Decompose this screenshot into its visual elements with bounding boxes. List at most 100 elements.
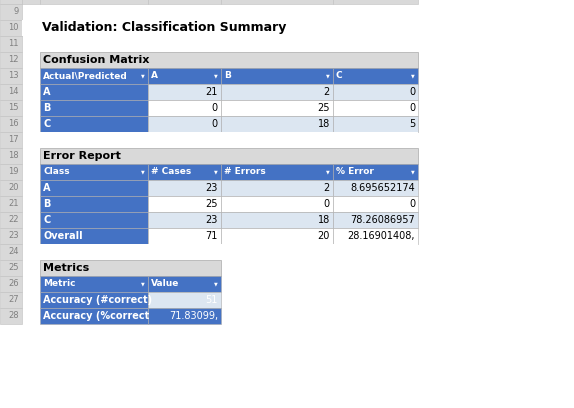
Bar xyxy=(148,228,221,244)
Text: 18: 18 xyxy=(318,119,330,129)
Text: 16: 16 xyxy=(9,120,19,129)
Text: 27: 27 xyxy=(9,295,19,304)
Bar xyxy=(0,164,22,180)
Bar xyxy=(221,164,333,180)
Bar xyxy=(148,68,221,84)
Text: Accuracy (#correct): Accuracy (#correct) xyxy=(43,295,152,305)
Bar xyxy=(22,0,40,4)
Bar xyxy=(221,100,333,116)
Bar xyxy=(40,68,148,84)
Bar xyxy=(0,84,22,100)
Text: ▼: ▼ xyxy=(214,73,218,78)
Text: 18: 18 xyxy=(9,151,19,160)
Text: % Error: % Error xyxy=(336,168,374,177)
Bar xyxy=(0,196,22,212)
Text: 17: 17 xyxy=(9,135,19,144)
Text: 11: 11 xyxy=(9,40,19,49)
Text: 0: 0 xyxy=(212,119,218,129)
Text: 14: 14 xyxy=(9,87,19,97)
Bar xyxy=(148,180,221,196)
Bar xyxy=(221,180,333,196)
Bar xyxy=(40,132,418,148)
Text: 23: 23 xyxy=(205,183,218,193)
Bar xyxy=(40,212,148,228)
Bar xyxy=(148,212,221,228)
Text: C: C xyxy=(336,71,343,80)
Text: E: E xyxy=(274,0,280,1)
Bar xyxy=(333,212,418,228)
Text: # Errors: # Errors xyxy=(224,168,266,177)
Text: 28.16901408,: 28.16901408, xyxy=(347,231,415,241)
Text: 51: 51 xyxy=(205,295,218,305)
Bar xyxy=(40,116,148,132)
Text: 15: 15 xyxy=(9,104,19,113)
Text: 23: 23 xyxy=(9,231,19,240)
Text: ▼: ▼ xyxy=(411,169,415,175)
Bar xyxy=(40,244,418,260)
Text: Overall: Overall xyxy=(43,231,83,241)
Text: C: C xyxy=(91,0,98,1)
Bar xyxy=(0,4,22,20)
Bar xyxy=(40,228,148,244)
Bar xyxy=(333,164,418,180)
Bar xyxy=(333,116,418,132)
Bar xyxy=(40,164,148,180)
Bar xyxy=(40,100,148,116)
Bar xyxy=(148,196,221,212)
Bar xyxy=(40,52,418,68)
Text: Value: Value xyxy=(151,279,179,288)
Bar xyxy=(40,308,148,324)
Text: ▼: ▼ xyxy=(141,282,145,286)
Text: 25: 25 xyxy=(9,264,19,273)
Bar xyxy=(0,292,22,308)
Text: 0: 0 xyxy=(409,103,415,113)
Bar xyxy=(40,84,148,100)
Bar xyxy=(148,164,221,180)
Bar xyxy=(0,132,22,148)
Bar xyxy=(221,84,333,100)
Text: 21: 21 xyxy=(9,200,19,208)
Text: A: A xyxy=(43,87,51,97)
Text: 19: 19 xyxy=(9,168,19,177)
Text: C: C xyxy=(43,119,51,129)
Text: 0: 0 xyxy=(409,199,415,209)
Text: 5: 5 xyxy=(409,119,415,129)
Bar xyxy=(0,180,22,196)
Text: A: A xyxy=(43,183,51,193)
Text: 2: 2 xyxy=(324,183,330,193)
Bar xyxy=(148,308,221,324)
Bar xyxy=(333,100,418,116)
Text: 2: 2 xyxy=(324,87,330,97)
Text: A: A xyxy=(151,71,158,80)
Text: 21: 21 xyxy=(205,87,218,97)
Bar xyxy=(0,36,22,52)
Text: Metric: Metric xyxy=(43,279,76,288)
Text: Class: Class xyxy=(43,168,69,177)
Bar xyxy=(40,276,148,292)
Bar xyxy=(0,68,22,84)
Text: B: B xyxy=(43,199,51,209)
Text: 71: 71 xyxy=(205,231,218,241)
Bar xyxy=(333,180,418,196)
Bar xyxy=(0,308,22,324)
Bar xyxy=(148,0,221,4)
Text: Confusion Matrix: Confusion Matrix xyxy=(43,55,149,65)
Text: B: B xyxy=(28,0,34,1)
Text: 24: 24 xyxy=(9,248,19,257)
Text: 71.83099,: 71.83099, xyxy=(169,311,218,321)
Text: D: D xyxy=(181,0,188,1)
Text: ▼: ▼ xyxy=(411,73,415,78)
Text: ▼: ▼ xyxy=(214,169,218,175)
Bar xyxy=(148,84,221,100)
Bar xyxy=(0,212,22,228)
Bar xyxy=(0,260,22,276)
Text: 0: 0 xyxy=(324,199,330,209)
Bar xyxy=(40,292,148,308)
Bar xyxy=(40,180,148,196)
Bar xyxy=(22,20,418,36)
Text: Error Report: Error Report xyxy=(43,151,121,161)
Bar xyxy=(221,212,333,228)
Text: 25: 25 xyxy=(205,199,218,209)
Bar xyxy=(333,68,418,84)
Bar xyxy=(40,260,221,276)
